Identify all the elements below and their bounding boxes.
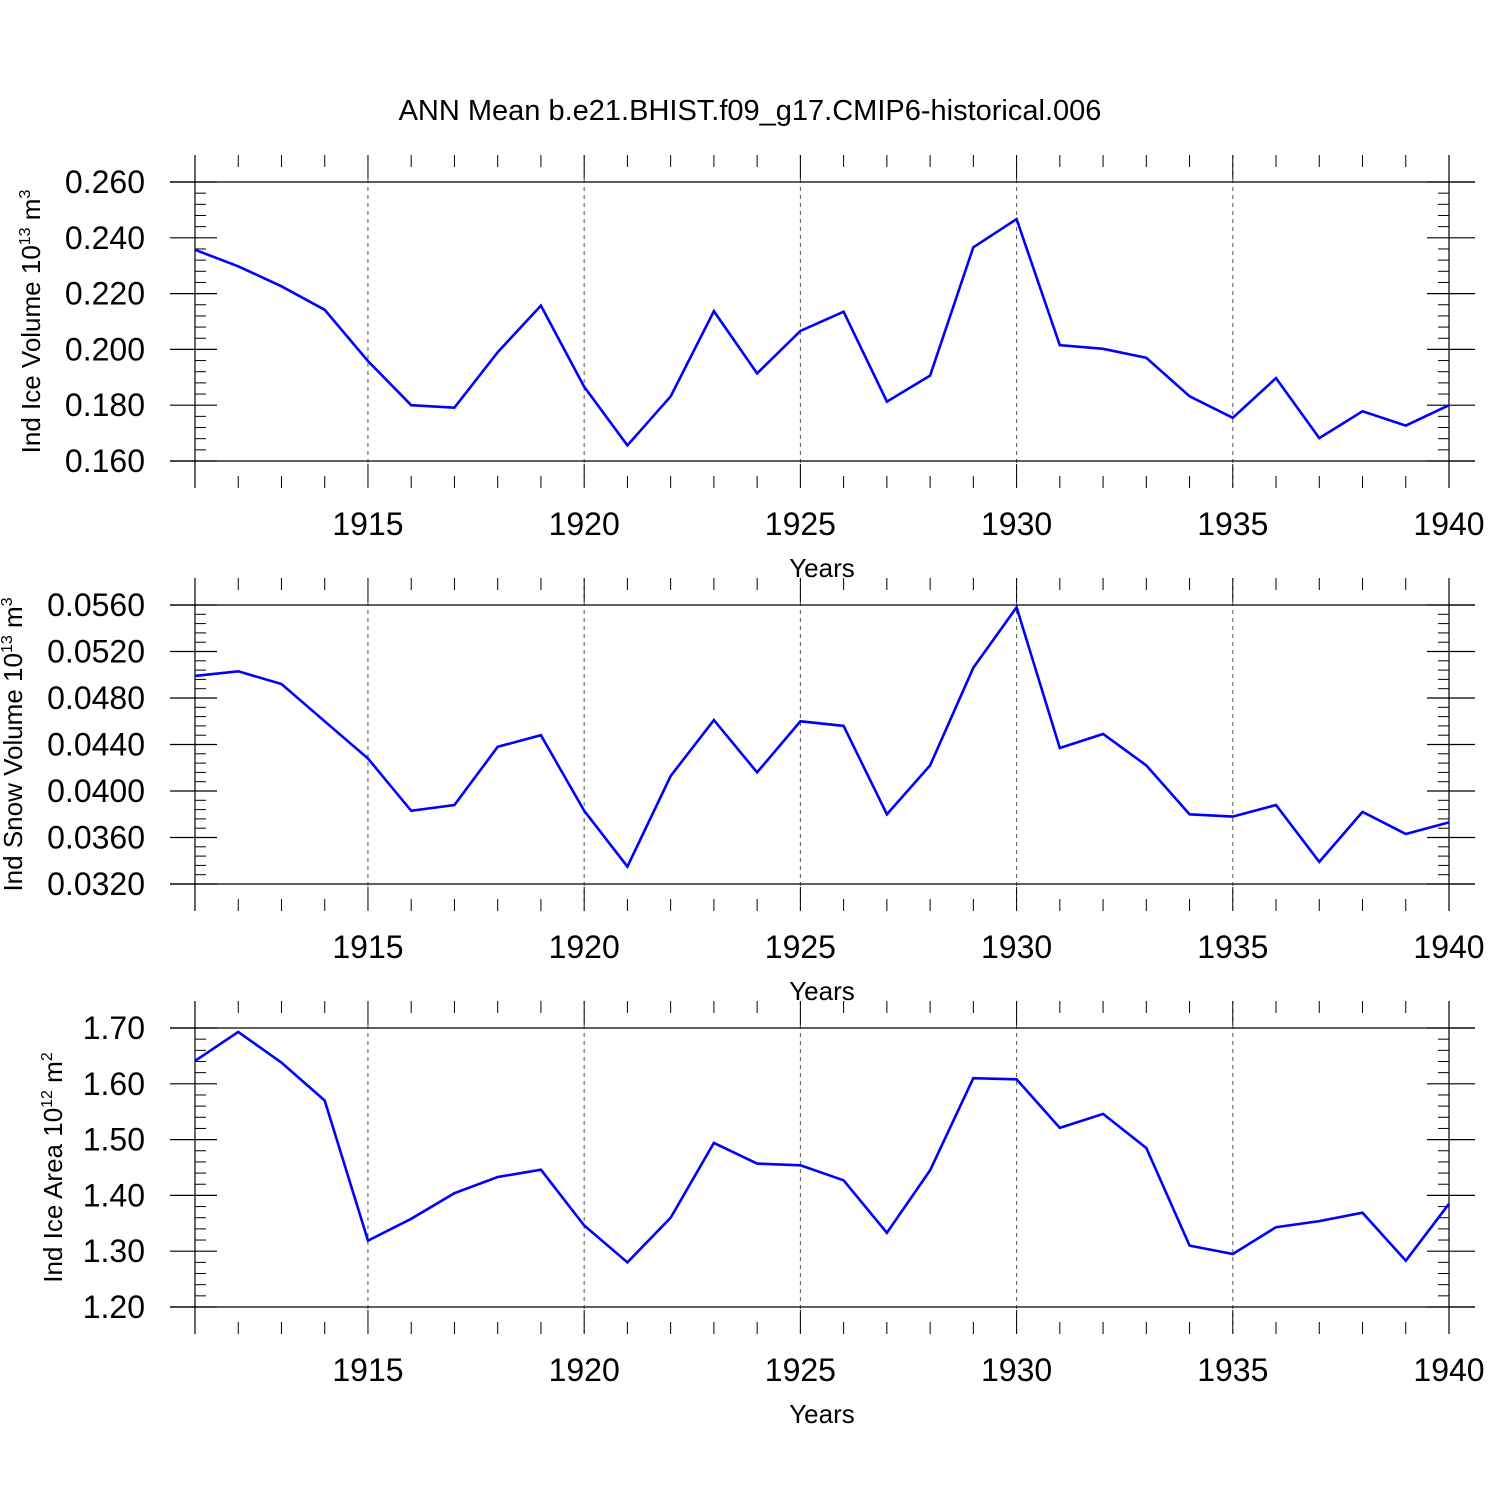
panel-3-series-line: [194, 1030, 1451, 1265]
panel-1: 0.160 0.180 0.200 0.220 0.240 0.260 1915 1920 19…: [16, 155, 1485, 583]
panel-1-series-line: [194, 217, 1450, 448]
panel-2-xtick-label: 1915: [332, 929, 403, 965]
panel-1-ytick-label: 0.220: [65, 276, 145, 312]
panel-1-ytick-label: 0.260: [65, 164, 145, 200]
panel-2-xtick-label: 1940: [1413, 929, 1484, 965]
panel-2-series-line: [194, 604, 1450, 870]
panel-1-x-axis-label: Years: [789, 553, 855, 583]
panel-1-ytick-label: 0.240: [65, 220, 145, 256]
panel-3-y-axis-label: Ind Ice Area 1012 m2: [38, 1052, 68, 1283]
panel-2: 0.0320 0.0360 0.0400 0.0440 0.0480 0.0520 0.05…: [0, 578, 1485, 1006]
panel-2-ytick-label: 0.0320: [47, 866, 145, 902]
panel-1-ytick-label: 0.180: [65, 387, 145, 423]
panel-1-xtick-label: 1915: [332, 506, 403, 542]
panel-1-y-axis-label: Ind Ice Volume 1013 m3: [16, 190, 46, 454]
panel-1-ytick-label: 0.160: [65, 443, 145, 479]
panel-1-xtick-label: 1920: [549, 506, 620, 542]
panel-3-x-axis-label: Years: [789, 1399, 855, 1429]
panel-3-xtick-label: 1930: [981, 1352, 1052, 1388]
panel-2-ytick-label: 0.0560: [47, 587, 145, 623]
panel-3-xtick-label: 1940: [1413, 1352, 1484, 1388]
panel-3-ytick-label: 1.50: [83, 1122, 145, 1158]
panel-3-ytick-label: 1.30: [83, 1233, 145, 1269]
panel-2-xtick-label: 1920: [549, 929, 620, 965]
panel-2-ytick-label: 0.0360: [47, 820, 145, 856]
panel-3-xtick-label: 1915: [332, 1352, 403, 1388]
panel-2-ytick-label: 0.0400: [47, 773, 145, 809]
panel-3-ytick-label: 1.20: [83, 1289, 145, 1325]
panel-3-xtick-label: 1935: [1197, 1352, 1268, 1388]
panel-2-xtick-label: 1935: [1197, 929, 1268, 965]
panel-2-xtick-label: 1925: [765, 929, 836, 965]
panel-3-ytick-label: 1.70: [83, 1010, 145, 1046]
panel-2-ytick-label: 0.0480: [47, 680, 145, 716]
panel-1-ytick-label: 0.200: [65, 331, 145, 367]
panel-3-xtick-label: 1920: [549, 1352, 620, 1388]
panel-3-ytick-label: 1.60: [83, 1066, 145, 1102]
panel-3-xtick-label: 1925: [765, 1352, 836, 1388]
panel-2-ytick-label: 0.0440: [47, 727, 145, 763]
panel-1-xtick-label: 1925: [765, 506, 836, 542]
panel-3-ytick-label: 1.40: [83, 1177, 145, 1213]
panel-3: 1.20 1.30 1.40 1.50 1.60 1.70 1915 1920 1925 1930…: [38, 1001, 1485, 1429]
panel-2-y-axis-label: Ind Snow Volume 1013 m3: [0, 597, 28, 891]
panel-1-xtick-label: 1930: [981, 506, 1052, 542]
panel-2-xtick-label: 1930: [981, 929, 1052, 965]
panel-2-ytick-label: 0.0520: [47, 634, 145, 670]
panel-1-xtick-label: 1940: [1413, 506, 1484, 542]
panel-1-xtick-label: 1935: [1197, 506, 1268, 542]
chart-title: ANN Mean b.e21.BHIST.f09_g17.CMIP6-histo…: [399, 95, 1102, 127]
panel-2-x-axis-label: Years: [789, 976, 855, 1006]
